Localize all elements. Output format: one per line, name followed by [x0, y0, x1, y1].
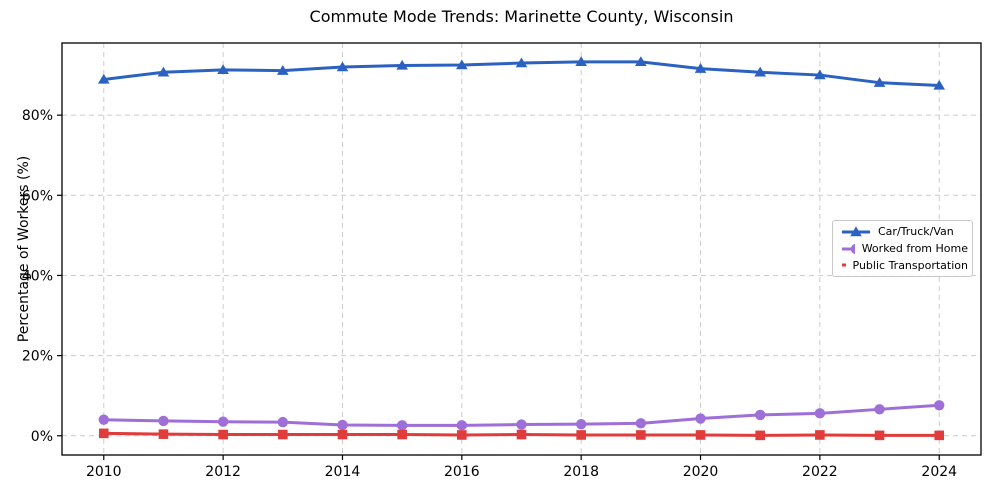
x-tick-label: 2020	[683, 464, 719, 480]
square-marker-icon	[277, 429, 288, 440]
square-marker-icon	[337, 429, 348, 440]
square-marker-icon	[98, 428, 109, 439]
triangle-marker-icon	[515, 57, 528, 68]
triangle-marker-icon	[157, 66, 170, 77]
circle-marker-icon	[516, 419, 527, 430]
triangle-marker-icon	[814, 69, 826, 80]
triangle-marker-icon	[635, 56, 647, 67]
triangle-marker-icon	[276, 65, 289, 75]
legend: Car/Truck/Van Worked from Home Public Tran…	[832, 220, 973, 277]
chart-title: Commute Mode Trends: Marinette County, W…	[309, 7, 734, 26]
square-marker-icon	[516, 429, 527, 440]
circle-marker-icon	[277, 416, 288, 428]
legend-item: Public Transportation	[841, 257, 968, 273]
series-car-truck-van	[97, 56, 946, 90]
y-axis-label: Percentage of Workers (%)	[16, 155, 32, 343]
triangle-marker-icon	[754, 66, 767, 77]
x-tick-label: 2022	[802, 464, 838, 480]
series-public-transportation	[98, 428, 945, 441]
circle-marker-icon	[934, 400, 945, 411]
circle-marker-icon	[396, 420, 408, 431]
triangle-marker-icon	[933, 79, 946, 90]
triangle-marker-icon	[97, 73, 110, 84]
square-legend-swatch-icon	[842, 263, 846, 267]
square-marker-icon	[755, 430, 766, 441]
y-tick-label: 60%	[22, 188, 53, 204]
square-marker-icon	[934, 430, 945, 441]
series-worked-from-home	[98, 400, 945, 431]
triangle-marker-icon	[217, 64, 229, 75]
x-tick-label: 2014	[325, 464, 361, 480]
square-marker-icon	[874, 430, 885, 441]
legend-label: Worked from Home	[861, 242, 968, 255]
square-marker-icon	[695, 430, 706, 440]
circle-marker-icon	[98, 414, 109, 425]
circle-marker-icon	[337, 419, 348, 431]
triangle-marker-icon	[336, 61, 349, 72]
legend-marker-group	[850, 226, 862, 237]
square-marker-icon	[815, 430, 825, 440]
square-marker-icon	[576, 430, 586, 440]
circle-legend-swatch-icon	[842, 243, 855, 254]
circle-marker-icon	[575, 418, 587, 430]
circle-marker-icon	[850, 243, 855, 254]
legend-item: Worked from Home	[841, 241, 968, 257]
circle-marker-icon	[456, 420, 468, 431]
circle-marker-icon	[874, 404, 885, 415]
legend-label: Public Transportation	[852, 258, 968, 272]
y-tick-label: 80%	[22, 108, 53, 124]
x-tick-label: 2018	[563, 464, 599, 480]
circle-marker-icon	[755, 409, 766, 421]
circle-marker-icon	[695, 413, 706, 424]
circle-marker-icon	[158, 415, 169, 427]
triangle-marker-icon	[694, 63, 707, 73]
y-tick-label: 40%	[22, 268, 53, 284]
triangle-marker-icon	[396, 59, 408, 70]
square-marker-icon	[636, 430, 646, 440]
triangle-marker-icon	[873, 77, 886, 87]
x-tick-label: 2012	[205, 464, 241, 480]
square-marker-icon	[218, 429, 228, 440]
triangle-legend-swatch-icon	[842, 226, 870, 237]
square-marker-icon	[397, 429, 407, 440]
circle-marker-icon	[217, 416, 229, 427]
x-tick-label: 2010	[86, 464, 122, 480]
legend-label: Car/Truck/Van	[878, 225, 954, 239]
circle-marker-icon	[635, 418, 647, 429]
plot-frame	[61, 42, 982, 456]
legend-marker-group	[850, 243, 855, 254]
legend-item: Car/Truck/Van	[841, 224, 968, 240]
square-marker-icon	[457, 430, 467, 440]
triangle-marker-icon	[456, 59, 468, 70]
x-tick-label: 2016	[444, 464, 480, 480]
y-tick-label: 0%	[31, 429, 53, 445]
circle-marker-icon	[814, 408, 826, 419]
triangle-marker-icon	[575, 56, 587, 67]
x-tick-label: 2024	[921, 464, 957, 480]
square-marker-icon	[158, 429, 169, 439]
triangle-marker-icon	[850, 226, 862, 237]
y-tick-label: 20%	[22, 349, 53, 365]
